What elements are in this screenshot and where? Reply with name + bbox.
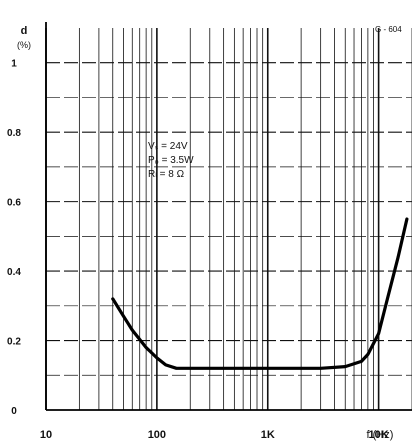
- figure-code: G - 604: [375, 25, 402, 34]
- y-tick-label: 0.8: [7, 128, 21, 139]
- annotation-vs: Vₛ = 24V: [148, 141, 188, 152]
- y-tick-label: 0.2: [7, 337, 21, 348]
- grid: [45, 28, 412, 410]
- x-tick-label: 1K: [261, 429, 275, 441]
- y-axis-unit: (%): [17, 40, 31, 50]
- y-tick-label: 0: [11, 406, 17, 417]
- y-tick-label: 0.6: [7, 198, 21, 209]
- series-layer: [111, 217, 409, 370]
- annotation-po: P₀ = 3.5W: [148, 155, 194, 166]
- x-tick-label: 10K: [369, 429, 389, 441]
- axes: [45, 22, 412, 411]
- y-tick-label: 1: [11, 59, 17, 70]
- annotation-rl: Rₗ = 8 Ω: [148, 169, 185, 180]
- y-axis-label: d: [21, 25, 28, 37]
- labels: d (%) f (Hz) G - 604 Vₛ = 24V P₀ = 3.5W …: [7, 25, 402, 441]
- x-tick-label: 10: [40, 429, 52, 441]
- x-tick-label: 100: [148, 429, 166, 441]
- x-axis-label: f (Hz): [367, 429, 394, 441]
- distortion-curve: [111, 217, 409, 370]
- y-tick-label: 0.4: [7, 267, 21, 278]
